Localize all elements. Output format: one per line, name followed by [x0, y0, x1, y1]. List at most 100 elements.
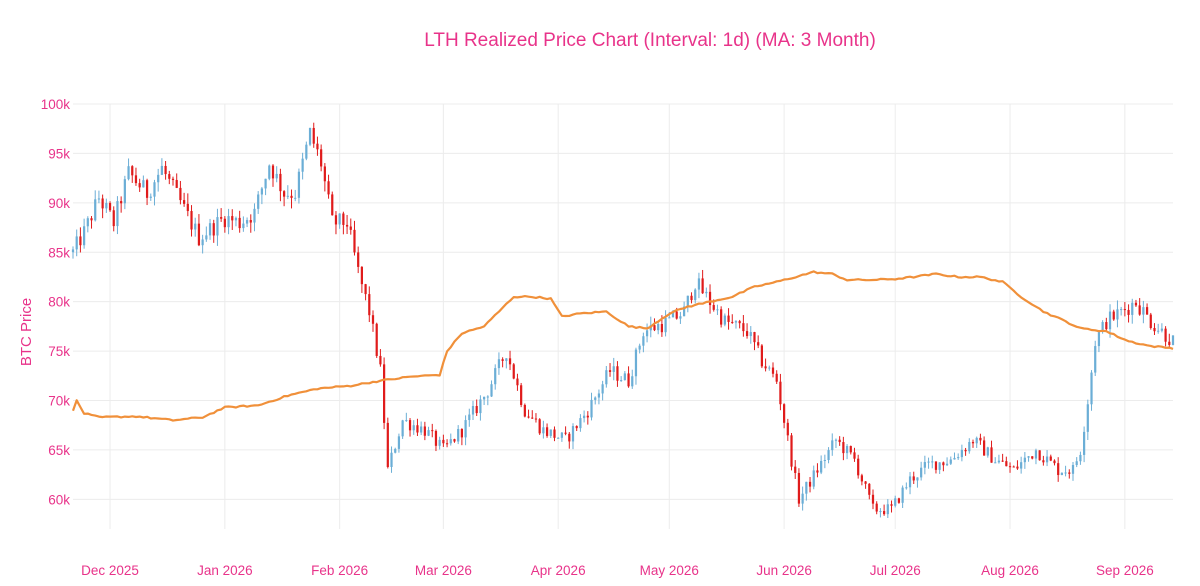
candle-down: [575, 425, 578, 432]
candle-up: [308, 127, 312, 147]
candle-down: [183, 192, 186, 207]
candle-down: [283, 190, 286, 207]
candle-up: [153, 179, 156, 206]
candle-body: [905, 487, 908, 489]
candle-body: [623, 373, 626, 381]
candle-up: [1131, 298, 1134, 324]
candle-up: [242, 216, 245, 232]
candle-body: [753, 332, 756, 343]
candle-down: [527, 409, 530, 419]
candle-down: [875, 501, 878, 515]
candle-down: [912, 471, 915, 485]
candle-body: [668, 317, 671, 319]
candle-body: [468, 414, 471, 421]
candle-down: [383, 357, 386, 430]
candle-down: [979, 433, 982, 445]
candle-body: [127, 166, 130, 180]
x-axis-ticks: Dec 2025 Jan 2026 Feb 2026 Mar 2026 Apr 2026…: [81, 563, 1154, 578]
candle-body: [897, 498, 901, 503]
candle-body: [342, 213, 345, 225]
candle-up: [75, 229, 78, 257]
candle-up: [916, 477, 919, 488]
candle-body: [912, 476, 915, 481]
candle-body: [723, 315, 726, 325]
candle-up: [749, 326, 752, 344]
candle-body: [360, 266, 363, 285]
candle-body: [394, 448, 397, 453]
candle-body: [686, 295, 689, 307]
candle-body: [71, 249, 75, 253]
candle-down: [764, 358, 767, 372]
candle-body: [412, 425, 415, 431]
candle-body: [505, 358, 508, 361]
candle-down: [816, 463, 819, 478]
candle-body: [168, 174, 171, 179]
candle-up: [486, 395, 489, 406]
candle-down: [512, 363, 515, 380]
candle-down: [442, 434, 445, 447]
candle-up: [734, 320, 738, 329]
candle-body: [264, 178, 267, 189]
candle-up: [505, 358, 508, 369]
candle-up: [697, 272, 701, 299]
candle-body: [75, 236, 78, 250]
candle-down: [753, 331, 756, 351]
candle-body: [1097, 332, 1101, 347]
candle-body: [1005, 461, 1008, 467]
candle-body: [1108, 311, 1112, 330]
candle-down: [1012, 465, 1015, 468]
candle-body: [908, 476, 912, 488]
candle-down: [586, 411, 589, 425]
candle-down: [238, 210, 241, 233]
candle-up: [957, 453, 960, 460]
candle-up: [464, 415, 467, 446]
x-tick-label: Aug 2026: [981, 563, 1039, 578]
candle-up: [297, 168, 301, 204]
candle-body: [564, 432, 567, 434]
candle-down: [797, 468, 801, 507]
candle-up: [412, 420, 415, 435]
candle-body: [253, 208, 256, 223]
candle-body: [1012, 466, 1015, 468]
candle-body: [442, 439, 445, 444]
candle-body: [612, 366, 615, 372]
candle-body: [116, 201, 119, 227]
candle-down: [608, 363, 612, 377]
candle-down: [1149, 312, 1152, 330]
candle-down: [1153, 323, 1156, 336]
candle-body: [927, 461, 930, 463]
candle-down: [534, 413, 538, 423]
candle-body: [938, 462, 941, 470]
candle-up: [245, 217, 249, 228]
candle-body: [323, 166, 326, 182]
candle-down: [423, 421, 426, 441]
candle-up: [1097, 330, 1101, 353]
candle-body: [301, 158, 304, 172]
candle-body: [1112, 311, 1115, 320]
candle-up: [390, 446, 393, 473]
candle-body: [1090, 372, 1093, 405]
candle-up: [286, 185, 289, 200]
candle-down: [757, 335, 760, 349]
candle-up: [953, 452, 956, 460]
candle-body: [486, 396, 489, 398]
candle-up: [1083, 426, 1086, 463]
candle-body: [801, 493, 804, 504]
candle-down: [545, 423, 549, 438]
candle-down: [745, 323, 749, 339]
candle-body: [697, 278, 701, 290]
candle-body: [179, 187, 182, 201]
candle-down: [1145, 303, 1149, 315]
candle-body: [812, 470, 815, 487]
candle-body: [657, 323, 660, 331]
candle-body: [83, 226, 86, 246]
candle-up: [438, 436, 441, 450]
candle-down: [327, 174, 330, 199]
candle-down: [838, 436, 841, 446]
candle-body: [808, 481, 812, 487]
candle-down: [220, 208, 223, 222]
candle-down: [934, 461, 938, 474]
candle-body: [727, 315, 730, 322]
candle-up: [71, 246, 75, 259]
y-tick-label: 95k: [48, 146, 70, 161]
